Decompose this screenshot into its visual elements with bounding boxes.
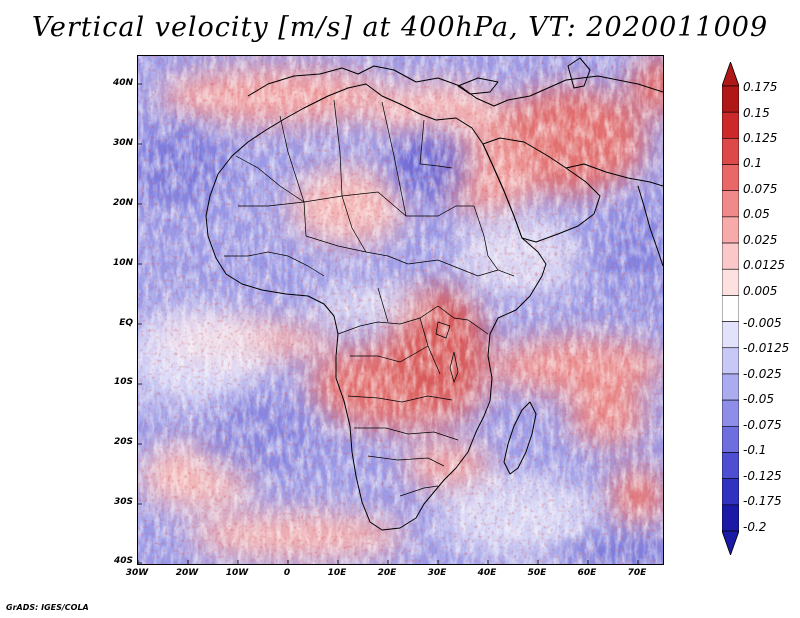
colorbar-label: 0.15 [743, 106, 770, 120]
lon-label-20e: 20E [377, 568, 397, 578]
convective-texture [138, 56, 663, 564]
lon-label-0: 0 [283, 568, 291, 578]
lon-label-30w: 30W [125, 568, 149, 578]
colorbar-label: -0.175 [743, 494, 782, 508]
colorbar-label: 0.025 [743, 233, 778, 247]
map-plot [138, 56, 663, 564]
country-borders [224, 99, 515, 497]
colorbar-segment [721, 321, 740, 349]
colorbar-segment [721, 295, 740, 322]
map-panel [137, 55, 664, 565]
lon-label-60e: 60E [577, 568, 597, 578]
lon-label-70e: 70E [627, 568, 647, 578]
axis-ticks [138, 83, 639, 564]
lon-label-30e: 30E [427, 568, 447, 578]
colorbar-tip-top [721, 60, 740, 87]
lat-label-20s: 20S [113, 437, 133, 447]
colorbar-label: -0.025 [743, 367, 782, 381]
colorbar-segment [721, 164, 740, 192]
colorbar-label: -0.125 [743, 469, 782, 483]
colorbar-segment [721, 268, 740, 296]
lon-label-10w: 10W [225, 568, 249, 578]
coastlines [205, 57, 663, 531]
colorbar-label: 0.1 [743, 156, 763, 170]
lon-label-50e: 50E [527, 568, 547, 578]
colorbar-segment [721, 399, 740, 427]
lat-label-40s: 40S [113, 556, 133, 566]
lat-label-10s: 10S [113, 377, 133, 387]
colorbar-segment [721, 347, 740, 375]
colorbar-segment [721, 452, 740, 479]
colorbar-label: 0.125 [743, 131, 778, 145]
lat-label-10n: 10N [112, 258, 133, 268]
footer-credit: GrADS: IGES/COLA [6, 603, 89, 612]
lon-label-40e: 40E [477, 568, 497, 578]
colorbar-segment [721, 373, 740, 401]
colorbar-segment [721, 216, 740, 244]
colorbar-segment [721, 504, 740, 532]
lat-label-20n: 20N [112, 198, 133, 208]
colorbar-label: -0.005 [743, 316, 782, 330]
lat-label-eq: EQ [119, 318, 133, 328]
colorbar-label: 0.0125 [743, 258, 785, 272]
colorbar [721, 60, 740, 557]
lon-label-20w: 20W [175, 568, 199, 578]
colorbar-label: 0.005 [743, 284, 778, 298]
lon-label-10e: 10E [327, 568, 347, 578]
colorbar-segment [721, 111, 740, 139]
colorbar-segment [721, 138, 740, 165]
colorbar-label: 0.05 [743, 207, 770, 221]
colorbar-label: 0.075 [743, 182, 778, 196]
colorbar-segment [721, 478, 740, 506]
colorbar-graphic [721, 60, 740, 557]
colorbar-segment [721, 425, 740, 453]
colorbar-label: -0.075 [743, 418, 782, 432]
colorbar-segment [721, 85, 740, 113]
lat-label-40n: 40N [112, 78, 133, 88]
colorbar-label: 0.175 [743, 80, 778, 94]
colorbar-label: -0.1 [743, 443, 767, 457]
colorbar-segment [721, 190, 740, 218]
map-title: Vertical velocity [m/s] at 400hPa, VT: 2… [31, 12, 769, 43]
colorbar-label: -0.2 [743, 520, 767, 534]
lat-label-30n: 30N [112, 138, 133, 148]
colorbar-label: -0.05 [743, 392, 775, 406]
colorbar-segment [721, 242, 740, 270]
lat-label-30s: 30S [113, 497, 133, 507]
colorbar-label: -0.0125 [743, 341, 790, 355]
colorbar-tip-bottom [721, 530, 740, 557]
